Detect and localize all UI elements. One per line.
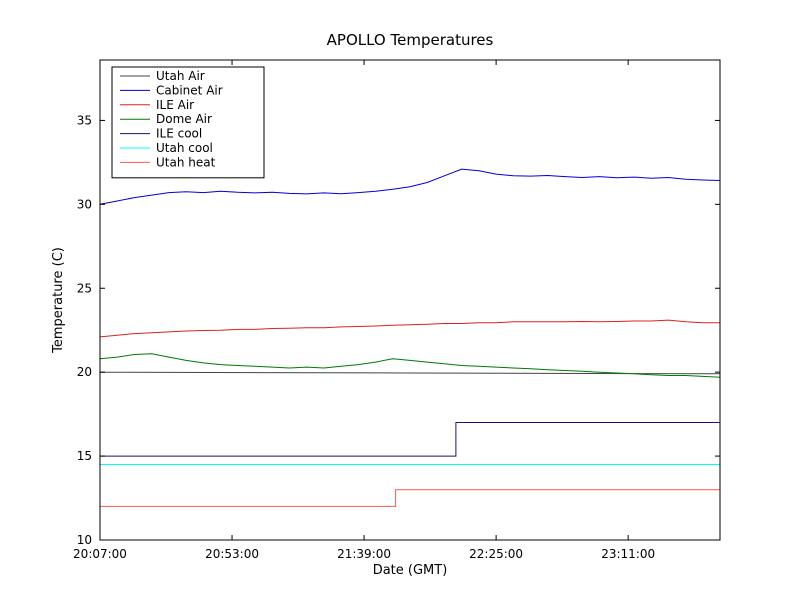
y-tick-label: 30 [77,197,92,211]
y-tick-label: 10 [77,533,92,547]
x-tick-label: 21:39:00 [337,547,391,561]
y-axis-label: Temperature (C) [51,247,66,354]
series-line-ile-air [99,319,720,338]
series-line-dome-air [99,353,721,378]
legend-item: Utah heat [120,155,216,169]
series-line-utah-air [99,371,721,375]
y-tick-label: 15 [77,449,92,463]
y-tick-label: 35 [77,113,92,127]
axes-frame [99,59,721,541]
legend-box [111,66,265,179]
legend-item: Utah cool [120,141,213,155]
x-tick-label: 20:07:00 [73,547,127,561]
chart-title: APOLLO Temperatures [327,31,494,49]
legend-item: ILE Air [120,98,194,112]
axes: 20:07:00 20:53:00 21:39:00 22:25:00 23:11:00… [73,59,721,561]
legend-item: Cabinet Air [120,83,223,97]
x-tick-label: 20:53:00 [205,547,259,561]
legend-label: Utah Air [156,69,205,83]
legend-label: ILE cool [156,127,202,141]
legend-label: Utah heat [156,155,216,169]
series-line-utah-heat [100,489,720,507]
legend-label: Utah cool [156,141,213,155]
series-line-ile-cool [100,422,720,457]
legend-item: ILE cool [120,127,202,141]
legend-item: Utah Air [120,69,205,83]
legend-item: Dome Air [120,112,212,126]
x-tick-label: 22:25:00 [469,547,523,561]
legend-label: Dome Air [156,112,212,126]
legend-label: ILE Air [156,98,194,112]
x-axis-label: Date (GMT) [373,563,448,578]
y-tick-label: 25 [77,281,92,295]
x-tick-label: 23:11:00 [601,547,655,561]
series-line-cabinet-air [99,168,721,205]
legend-label: Cabinet Air [156,83,223,97]
y-tick-label: 20 [77,365,92,379]
plot-area [99,168,721,507]
